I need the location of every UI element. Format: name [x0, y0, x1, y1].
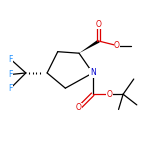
Text: O: O [96, 20, 102, 29]
Text: F: F [9, 84, 13, 93]
Text: F: F [9, 70, 13, 79]
Text: O: O [76, 103, 82, 112]
Text: F: F [9, 55, 13, 64]
Text: N: N [90, 68, 96, 78]
Polygon shape [79, 40, 100, 53]
Text: O: O [114, 41, 120, 50]
Text: O: O [107, 90, 112, 99]
